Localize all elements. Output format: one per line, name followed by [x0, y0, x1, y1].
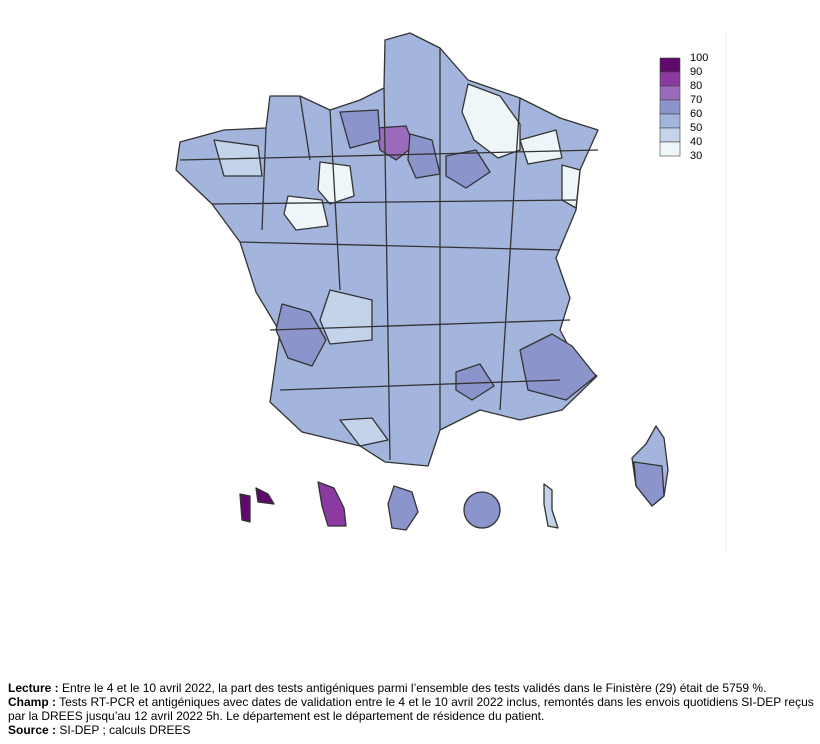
region-light-e — [519, 129, 563, 165]
legend: 100 90 80 70 60 50 40 30 — [659, 52, 708, 162]
legend-swatch — [659, 127, 681, 143]
reunion — [463, 491, 501, 529]
legend-swatch — [659, 141, 681, 157]
mayotte — [543, 483, 559, 529]
legend-swatch — [659, 71, 681, 87]
region-light-mid — [319, 289, 373, 345]
legend-swatch — [659, 85, 681, 101]
legend-swatch — [659, 99, 681, 115]
footnote: Source : SI-DEP ; calculs DREES — [8, 723, 814, 737]
legend-label: 90 — [690, 66, 702, 78]
footnotes: Lecture : Entre le 4 et le 10 avril 2022… — [8, 681, 814, 737]
footnote-text: Entre le 4 et le 10 avril 2022, la part … — [62, 681, 767, 695]
map: 100 90 80 70 60 50 40 30 — [175, 30, 727, 550]
legend-label: 100 — [690, 52, 708, 64]
footnote-label: Lecture : — [8, 681, 59, 695]
region-east-paris — [407, 133, 441, 179]
footnote: Lecture : Entre le 4 et le 10 avril 2022… — [8, 681, 814, 695]
corsica-south — [633, 461, 665, 507]
region-gard — [455, 363, 495, 401]
footnote-label: Source : — [8, 723, 57, 737]
footnote-text: SI-DEP ; calculs DREES — [59, 723, 191, 737]
legend-label: 80 — [690, 80, 702, 92]
france-map — [175, 32, 669, 531]
region-normandy — [339, 109, 381, 149]
legend-label: 50 — [690, 122, 702, 134]
legend-label: 60 — [690, 108, 702, 120]
region-provence — [519, 333, 597, 401]
legend-swatch — [659, 113, 681, 129]
region-light-alsace — [561, 164, 581, 209]
footnote-label: Champ : — [8, 695, 56, 709]
footnote: Champ : Tests RT-PCR et antigéniques ave… — [8, 695, 814, 723]
legend-label: 30 — [690, 150, 702, 162]
region-light-sw — [339, 417, 389, 447]
region-light-center — [317, 161, 355, 205]
region-aube — [445, 149, 491, 189]
guadeloupe — [239, 487, 275, 523]
legend-swatch — [659, 57, 681, 73]
legend-label: 70 — [690, 94, 702, 106]
department-borders — [179, 48, 599, 461]
region-light-w — [283, 195, 329, 231]
region-light-ne — [461, 83, 521, 159]
legend-label: 40 — [690, 136, 702, 148]
guyane — [387, 485, 419, 531]
martinique — [317, 481, 347, 527]
footnote-text: Tests RT-PCR et antigéniques avec dates … — [8, 695, 814, 723]
